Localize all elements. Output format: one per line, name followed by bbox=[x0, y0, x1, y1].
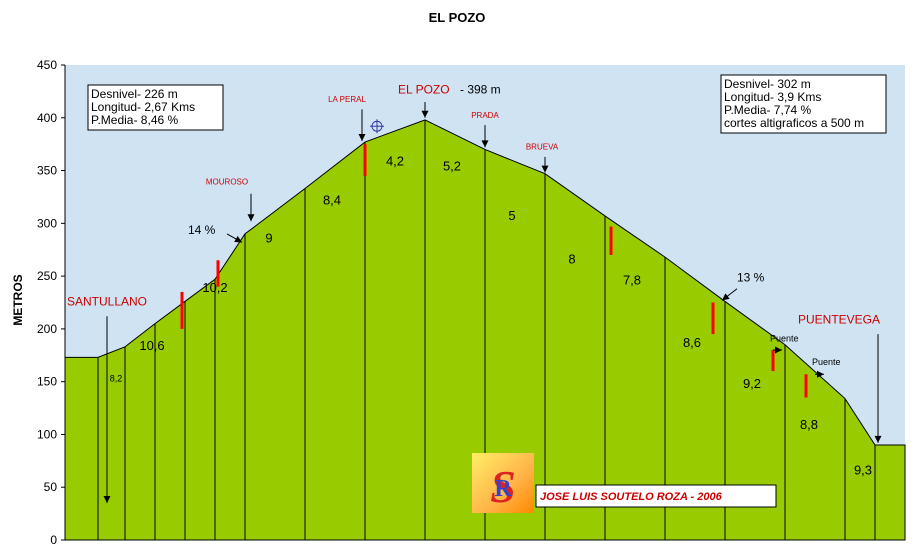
bridge-arrow-head bbox=[775, 346, 782, 354]
y-tick-label: 400 bbox=[37, 111, 57, 125]
y-tick-label: 200 bbox=[37, 322, 57, 336]
segment-gradient-label: 9,3 bbox=[854, 463, 872, 478]
bridge-arrow-head bbox=[817, 370, 824, 378]
author-credit: JOSE LUIS SOUTELO ROZA - 2006 bbox=[535, 484, 777, 508]
place-label-mouroso: MOUROSO bbox=[206, 177, 248, 186]
y-tick-label: 250 bbox=[37, 269, 57, 283]
place-arrow-puentevega-head bbox=[874, 435, 882, 443]
y-tick-label: 50 bbox=[44, 480, 58, 494]
y-axis-label: METROS bbox=[11, 274, 25, 325]
summit-altitude: - 398 m bbox=[460, 83, 501, 97]
y-tick-label: 450 bbox=[37, 58, 57, 72]
place-arrow-prada-head bbox=[481, 140, 489, 148]
chart-title: EL POZO bbox=[429, 10, 486, 25]
segment-gradient-label: 8,4 bbox=[323, 192, 341, 207]
y-tick-label: 0 bbox=[50, 533, 57, 547]
info-box-line: P.Media- 8,46 % bbox=[91, 113, 178, 127]
info-box-line: Longitud- 3,9 Kms bbox=[724, 90, 821, 104]
segment-gradient-label: 8,8 bbox=[800, 417, 818, 432]
logo-letter-r: R bbox=[494, 476, 512, 502]
gradient-percent-note: 14 % bbox=[188, 223, 216, 237]
segment-gradient-label: 4,2 bbox=[386, 153, 404, 168]
y-tick-label: 100 bbox=[37, 427, 57, 441]
gradient-percent-arrow-head bbox=[234, 235, 242, 243]
place-arrow-santullano-head bbox=[103, 496, 111, 504]
segment-gradient-label: 9 bbox=[265, 230, 272, 245]
bridge-note: Puente bbox=[812, 357, 841, 367]
place-label-brueva: BRUEVA bbox=[526, 142, 559, 151]
altimetric-cuts bbox=[180, 144, 808, 398]
segment-gradient-label: 5,2 bbox=[443, 159, 461, 174]
segment-gradient-labels: 8,2 10,6 10,2 9 8,4 4,2 5,2 5 8 7,8 8,6 9,2 8,8 9,3 bbox=[110, 153, 872, 477]
place-markers: SANTULLANO MOUROSO LA PERAL EL POZO PRADA BRU… bbox=[67, 83, 882, 504]
segment-gradient-label: 8,6 bbox=[683, 335, 701, 350]
place-arrow-mouroso-head bbox=[247, 214, 255, 222]
y-tick-label: 350 bbox=[37, 164, 57, 178]
logo-letter-s: S bbox=[490, 461, 516, 512]
segment-gradient-label: 10,2 bbox=[202, 280, 227, 295]
author-logo: SR bbox=[472, 453, 534, 513]
place-arrow-brueva-head bbox=[541, 165, 549, 173]
info-box-line: P.Media- 7,74 % bbox=[724, 103, 811, 117]
segment-gradient-label: 5 bbox=[508, 208, 515, 223]
y-axis: 0 50 100 150 200 250 300 350 400 450 bbox=[37, 58, 905, 547]
annotations: 14 % 13 % Puente Puente bbox=[188, 223, 841, 378]
info-box-frame bbox=[720, 74, 887, 134]
place-arrow-la-peral-head bbox=[358, 134, 366, 141]
y-tick-label: 150 bbox=[37, 375, 57, 389]
segment-gradient-label: 7,8 bbox=[623, 273, 641, 288]
info-box-line: Longitud- 2,67 Kms bbox=[91, 100, 195, 114]
place-label-el-pozo: EL POZO bbox=[398, 83, 450, 97]
logo-background bbox=[472, 453, 534, 513]
gradient-percent-note: 13 % bbox=[737, 270, 765, 284]
segment-gradient-label: 10,6 bbox=[139, 338, 164, 353]
place-arrow-el-pozo-head bbox=[421, 110, 429, 118]
segment-gradient-label: 8,2 bbox=[110, 374, 123, 384]
place-label-santullano: SANTULLANO bbox=[67, 295, 147, 309]
segment-gradient-label: 8 bbox=[568, 251, 575, 266]
info-box-frame bbox=[87, 84, 224, 131]
gradient-percent-arrow-head bbox=[722, 293, 730, 301]
bridge-note: Puente bbox=[770, 334, 799, 344]
info-box-line: cortes altigraficos a 500 m bbox=[724, 116, 864, 130]
segment-gradient-label: 9,2 bbox=[743, 376, 761, 391]
author-credit-text: JOSE LUIS SOUTELO ROZA - 2006 bbox=[540, 491, 723, 503]
info-box-line: Desnivel- 302 m bbox=[724, 77, 811, 91]
place-label-la-peral: LA PERAL bbox=[328, 95, 366, 104]
y-tick-label: 300 bbox=[37, 216, 57, 230]
info-box-line: Desnivel- 226 m bbox=[91, 87, 178, 101]
place-label-prada: PRADA bbox=[471, 111, 499, 120]
author-credit-frame bbox=[535, 484, 777, 508]
place-label-puentevega: PUENTEVEGA bbox=[798, 313, 880, 327]
